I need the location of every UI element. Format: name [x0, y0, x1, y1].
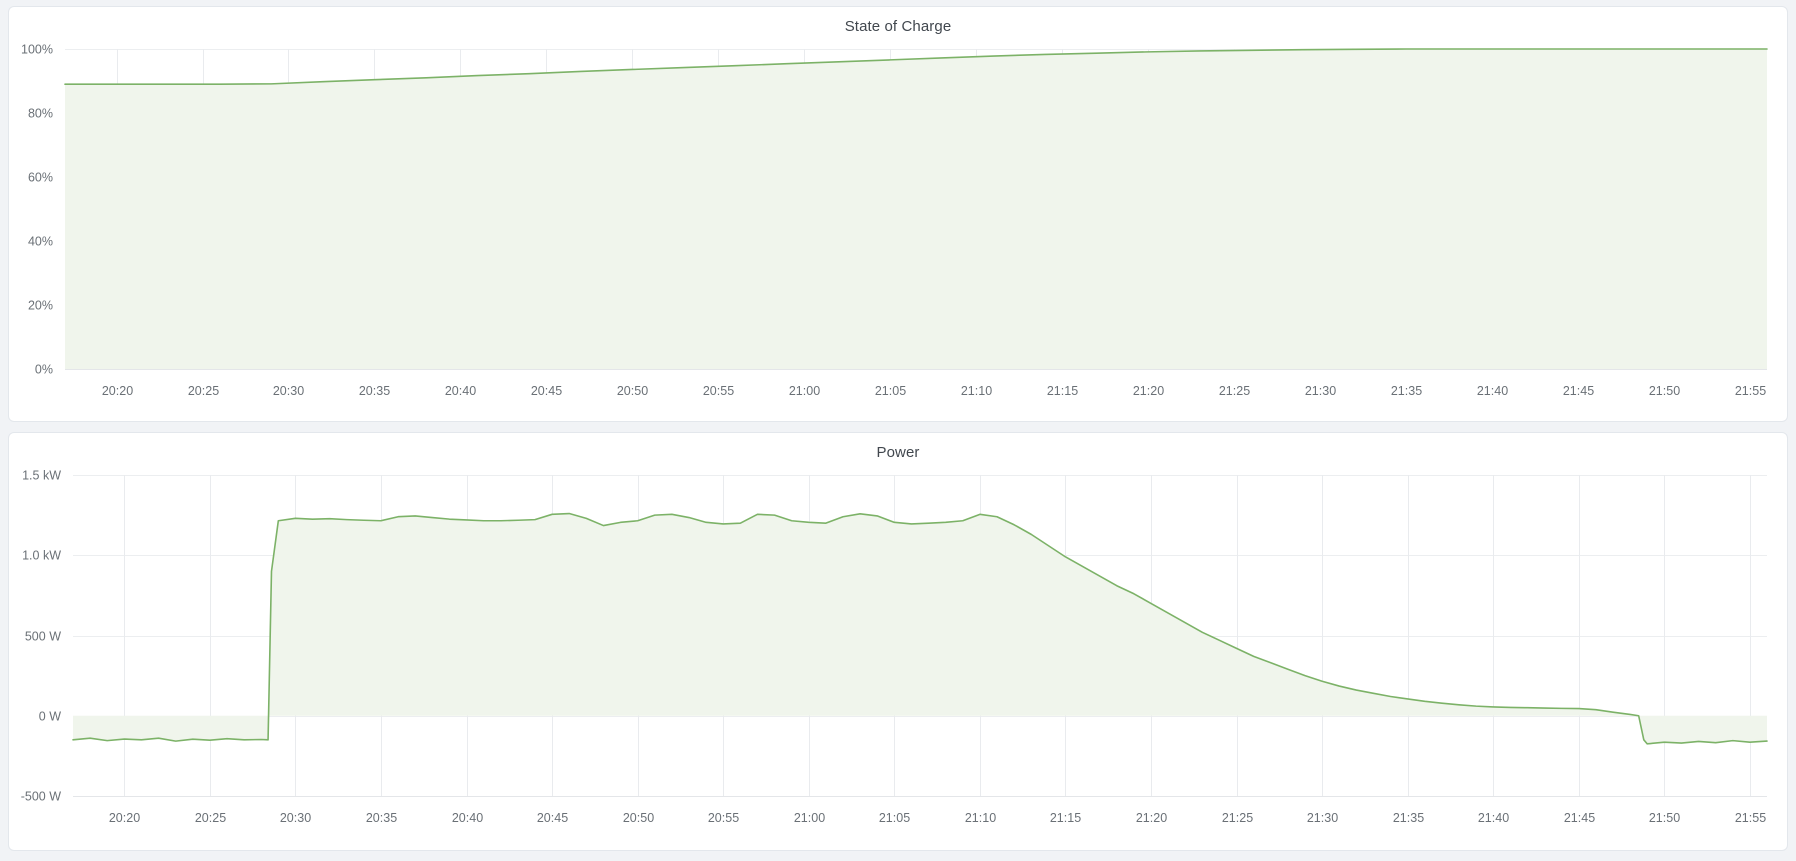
y-axis-tick-label: 1.5 kW — [22, 469, 61, 483]
y-axis-tick-label: 1.0 kW — [22, 549, 61, 563]
x-axis-tick-label: 20:30 — [273, 384, 304, 398]
x-axis-tick-label: 21:15 — [1050, 811, 1081, 825]
x-axis-tick-label: 21:55 — [1735, 811, 1766, 825]
state-of-charge-chart[interactable]: 0% 20% 40% 60% 80% 100% 20:20 20:25 20:30 20:35 20… — [9, 37, 1787, 417]
x-axis-tick-label: 20:50 — [617, 384, 648, 398]
x-axis-tick-label: 21:45 — [1564, 811, 1595, 825]
x-axis-tick-label: 21:50 — [1649, 811, 1680, 825]
x-axis-tick-label: 21:35 — [1393, 811, 1424, 825]
x-axis-tick-label: 21:15 — [1047, 384, 1078, 398]
y-axis-tick-label: 80% — [28, 107, 53, 121]
y-axis-tick-label: 60% — [28, 171, 53, 185]
x-axis-tick-label: 21:30 — [1305, 384, 1336, 398]
x-axis-tick-label: 21:20 — [1133, 384, 1164, 398]
y-axis-tick-label: 20% — [28, 299, 53, 313]
x-axis-tick-label: 21:50 — [1649, 384, 1680, 398]
x-axis-tick-label: 20:40 — [452, 811, 483, 825]
series-line — [64, 48, 1768, 85]
x-axis-tick-label: 21:45 — [1563, 384, 1594, 398]
y-axis-tick-label: 40% — [28, 235, 53, 249]
chart-card-state-of-charge: State of Charge 0% 20% 40% 60% 80% 100% 20:20 2… — [8, 6, 1788, 422]
x-axis-tick-label: 20:40 — [445, 384, 476, 398]
x-axis-tick-label: 21:55 — [1735, 384, 1766, 398]
x-axis-tick-label: 20:30 — [280, 811, 311, 825]
plot-area-power[interactable]: -500 W 0 W 500 W 1.0 kW 1.5 kW 20:20 20:25 20:3… — [9, 463, 1787, 846]
x-axis-tick-label: 21:40 — [1477, 384, 1508, 398]
series-area-fill — [65, 49, 1767, 369]
x-axis-tick-label: 21:10 — [961, 384, 992, 398]
x-axis-tick-label: 20:55 — [708, 811, 739, 825]
x-axis-tick-label: 20:25 — [195, 811, 226, 825]
y-axis-tick-label: -500 W — [21, 790, 61, 804]
series-line — [72, 512, 1768, 745]
x-axis-tick-label: 21:00 — [794, 811, 825, 825]
chart-title-state-of-charge: State of Charge — [844, 18, 952, 35]
x-axis-tick-label: 20:20 — [109, 811, 140, 825]
chart-card-power: Power -500 W 0 W 500 W 1.0 kW 1.5 kW 20:20 20:… — [8, 432, 1788, 851]
x-axis-tick-label: 21:10 — [965, 811, 996, 825]
y-axis-tick-label: 500 W — [25, 630, 61, 644]
x-axis-tick-label: 21:05 — [879, 811, 910, 825]
y-axis-tick-label: 100% — [21, 43, 53, 57]
x-axis-tick-label: 20:45 — [537, 811, 568, 825]
x-axis-tick-label: 21:25 — [1222, 811, 1253, 825]
chart-title-power: Power — [876, 444, 920, 461]
x-axis-tick-label: 20:25 — [188, 384, 219, 398]
y-axis-tick-label: 0 W — [39, 710, 61, 724]
x-axis-tick-label: 20:45 — [531, 384, 562, 398]
x-axis-tick-label: 20:20 — [102, 384, 133, 398]
x-axis-tick-label: 20:35 — [366, 811, 397, 825]
x-axis-tick-label: 21:30 — [1307, 811, 1338, 825]
x-axis-tick-label: 21:40 — [1478, 811, 1509, 825]
x-axis-tick-label: 21:25 — [1219, 384, 1250, 398]
x-axis-tick-label: 21:00 — [789, 384, 820, 398]
x-axis-tick-label: 20:50 — [623, 811, 654, 825]
power-chart[interactable]: -500 W 0 W 500 W 1.0 kW 1.5 kW 20:20 20:25 20:3… — [9, 463, 1787, 846]
y-axis-tick-label: 0% — [35, 363, 53, 377]
series-area-fill — [73, 513, 1767, 744]
plot-area-state-of-charge[interactable]: 0% 20% 40% 60% 80% 100% 20:20 20:25 20:30 20:35 20… — [9, 37, 1787, 417]
x-axis-tick-label: 21:20 — [1136, 811, 1167, 825]
x-axis-tick-label: 20:55 — [703, 384, 734, 398]
x-axis-tick-label: 21:35 — [1391, 384, 1422, 398]
x-axis-tick-label: 21:05 — [875, 384, 906, 398]
x-axis-tick-label: 20:35 — [359, 384, 390, 398]
